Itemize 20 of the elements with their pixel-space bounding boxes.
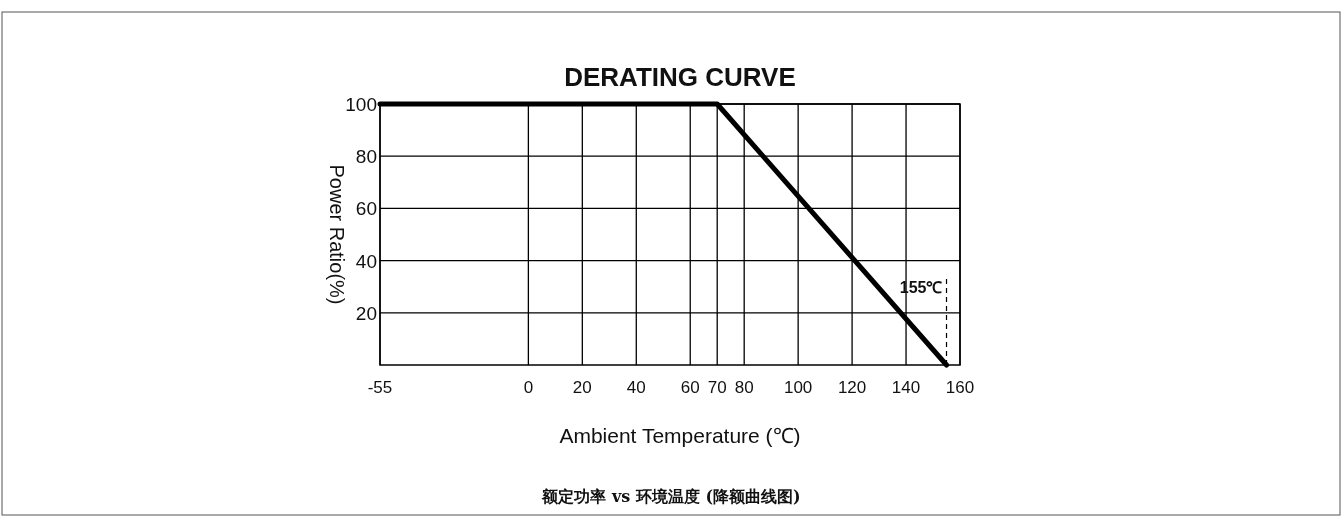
x-tick-label: 120 (837, 378, 867, 397)
x-tick-label: 20 (572, 378, 592, 397)
x-tick-label: 100 (783, 378, 813, 397)
y-tick-label: 40 (355, 250, 377, 272)
x-tick-label: -55 (367, 378, 393, 397)
y-axis-title: Power Ratio(%) (326, 164, 348, 305)
x-tick-label: 40 (626, 378, 646, 397)
x-axis-title: Ambient Temperature (℃) (559, 424, 801, 447)
x-tick-label: 160 (945, 378, 975, 397)
x-tick-label: 70 (707, 378, 727, 397)
text: 额定功率 vs 环境温度 (降额曲线图) (541, 487, 801, 506)
chart-title: DERATING CURVE (564, 62, 796, 92)
x-tick-label: 140 (891, 378, 921, 397)
y-tick-label: 100 (345, 94, 377, 115)
y-tick-label: 60 (355, 198, 377, 220)
x-tick-label: 80 (734, 378, 754, 397)
y-tick-label: 20 (355, 302, 377, 324)
y-tick-label: 80 (355, 146, 377, 168)
x-tick-label: 0 (523, 378, 534, 397)
x-tick-label: 60 (680, 378, 700, 397)
